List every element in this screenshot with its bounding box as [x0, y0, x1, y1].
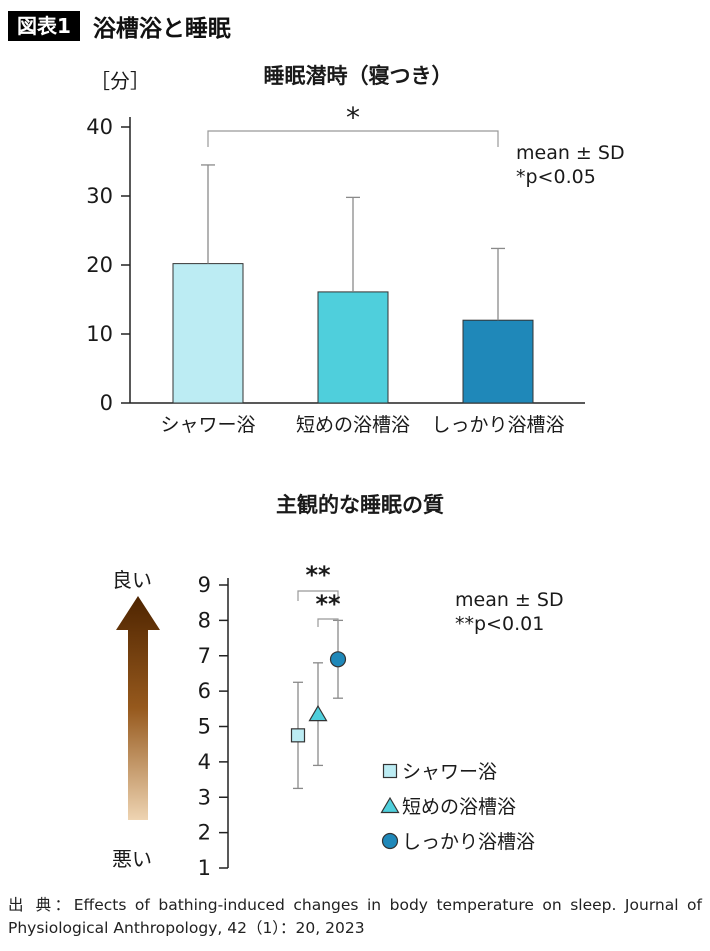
chart2-y-tick-label: 3	[198, 785, 211, 809]
chart2-significance-bracket-0	[297, 590, 339, 601]
chart2-y-tick-label: 5	[198, 715, 211, 739]
chart1-significance-star: *	[346, 101, 360, 134]
chart1-annotation-line: mean ± SD	[516, 142, 625, 164]
arrow-bottom-label: 悪い	[112, 847, 152, 871]
chart2-y-tick-label: 6	[198, 679, 211, 703]
chart1-annotation-line: *p<0.05	[516, 166, 596, 188]
chart2-y-tick-label: 2	[198, 821, 211, 845]
legend-label-2: しっかり浴槽浴	[402, 831, 535, 853]
chart2-y-tick-label: 1	[198, 856, 211, 880]
bar-1	[317, 291, 389, 404]
chart1-category-label: しっかり浴槽浴	[431, 414, 564, 436]
sleep-latency-bar-chart: 睡眠潜時（寝つき） ［分］ 0 10 20 30 40 シャワー浴 短めの浴槽浴 しっかり浴槽浴 *…	[86, 64, 625, 436]
source-citation: 出 典：Effects of bathing-induced changes i…	[8, 896, 702, 938]
chart1-y-tick-label: 10	[86, 322, 113, 346]
legend-triangle-icon	[380, 796, 400, 814]
chart2-y-tick-label: 7	[198, 644, 211, 668]
chart2-significance-bracket-1	[317, 618, 339, 627]
arrow-top-label: 良い	[112, 568, 152, 592]
chart2-significance-stars-0: **	[305, 561, 331, 589]
figure-title: 浴槽浴と睡眠	[92, 16, 231, 42]
legend-circle-icon	[381, 832, 399, 850]
chart1-unit-label: ［分］	[90, 69, 150, 93]
chart2-annotation-line: mean ± SD	[455, 589, 564, 611]
chart1-category-label: 短めの浴槽浴	[296, 414, 410, 436]
legend-square-icon	[382, 763, 398, 779]
figure-number-badge: 図表1	[8, 11, 80, 41]
bar-2	[462, 319, 534, 404]
legend-label-0: シャワー浴	[402, 761, 497, 783]
data-point-square	[290, 728, 306, 743]
chart2-significance-stars-1: **	[315, 590, 341, 618]
bar-0	[172, 263, 244, 404]
chart2-annotation-line: **p<0.01	[455, 613, 544, 635]
chart1-category-label: シャワー浴	[160, 414, 255, 436]
chart2-title: 主観的な睡眠の質	[276, 493, 444, 517]
data-point-circle	[329, 651, 347, 668]
legend-label-1: 短めの浴槽浴	[402, 796, 516, 818]
chart1-y-tick-label: 20	[86, 253, 113, 277]
chart1-significance-bracket	[207, 130, 499, 147]
chart2-y-tick-label: 9	[198, 573, 211, 597]
chart1-y-tick-label: 0	[100, 391, 113, 415]
chart1-y-tick-label: 40	[86, 115, 113, 139]
chart1-y-tick-label: 30	[86, 184, 113, 208]
chart2-y-tick-label: 4	[198, 750, 211, 774]
data-point-triangle	[308, 704, 328, 722]
chart2-y-tick-label: 8	[198, 608, 211, 632]
chart1-title: 睡眠潜時（寝つき）	[264, 64, 453, 88]
figure-header: 図表1 浴槽浴と睡眠	[8, 9, 231, 43]
quality-direction-arrow	[116, 596, 160, 820]
